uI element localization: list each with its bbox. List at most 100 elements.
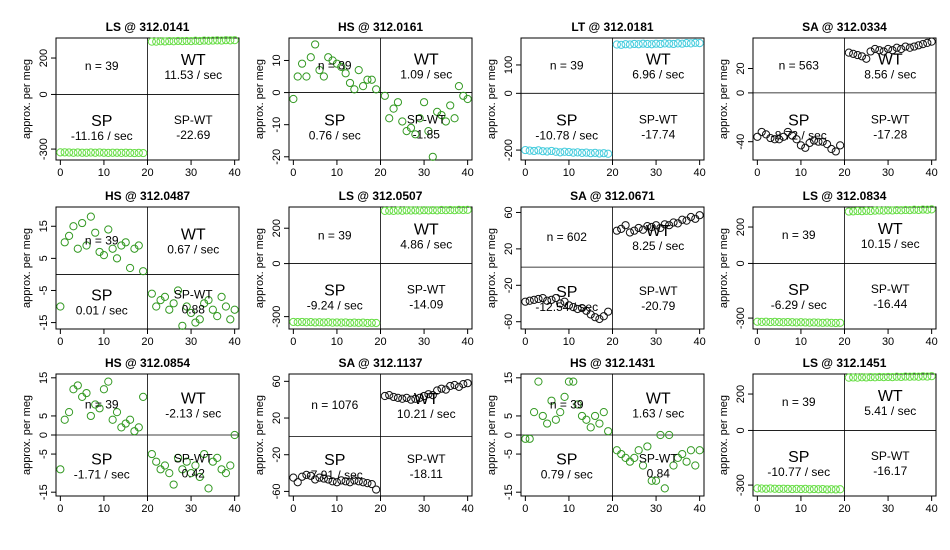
data-point-wt [437, 384, 446, 393]
wt-label: WT [878, 388, 903, 405]
data-point-sp [757, 317, 766, 326]
data-point-sp [521, 297, 530, 306]
data-point-wt [892, 43, 901, 52]
sp-rate: -8.72 / sec [771, 128, 827, 142]
sp-rate: 0.79 / sec [541, 468, 593, 482]
data-point-sp [69, 148, 78, 157]
data-point-wt [875, 372, 884, 382]
spwt-value: -1.85 [413, 127, 441, 141]
data-point-sp [324, 475, 333, 484]
data-point-wt [213, 36, 222, 45]
x-tick-label: 0 [290, 167, 296, 179]
data-point-sp [551, 147, 560, 156]
data-point-sp [108, 148, 117, 157]
x-tick-label: 30 [882, 503, 894, 515]
data-point-wt [173, 453, 183, 462]
data-point-wt [230, 430, 239, 440]
data-point-wt [208, 305, 217, 314]
panel-title: LS @ 312.0141 [106, 20, 190, 34]
x-tick-label: 30 [185, 503, 197, 515]
y-tick-label: 0 [271, 90, 283, 96]
data-point-sp [814, 137, 823, 146]
x-tick-label: 40 [694, 167, 706, 179]
spwt-label: SP-WT [871, 112, 910, 126]
wt-rate: 8.25 / sec [632, 239, 684, 253]
data-point-wt [888, 46, 897, 55]
data-point-sp [134, 148, 143, 157]
data-point-wt [695, 211, 704, 220]
data-point-wt [406, 395, 416, 404]
spwt-label: SP-WT [871, 449, 910, 463]
data-point-wt [217, 36, 226, 45]
data-point-wt [883, 372, 893, 382]
x-tick-label: 10 [563, 167, 575, 179]
data-point-wt [844, 373, 853, 382]
data-point-wt [411, 130, 420, 139]
data-point-sp [551, 415, 560, 424]
y-tick-label: 0 [38, 432, 50, 438]
data-point-sp [293, 318, 302, 327]
data-point-sp [60, 238, 69, 247]
data-point-wt [923, 372, 932, 381]
data-point-wt [454, 205, 464, 214]
data-point-sp [753, 317, 762, 326]
panel-9: HS @ 312.0854 0 10 20 30 40 -15 -5 0 5 15 approx. p… [21, 356, 241, 515]
data-point-sp [827, 144, 836, 154]
data-point-sp [770, 484, 779, 493]
data-point-wt [617, 449, 626, 459]
data-point-sp [595, 419, 604, 428]
data-point-wt [226, 315, 235, 324]
y-tick-label: 0 [271, 261, 283, 267]
data-point-wt [169, 37, 178, 46]
data-point-wt [853, 206, 862, 216]
data-point-wt [849, 207, 858, 216]
data-point-wt [389, 392, 398, 402]
data-point-sp [311, 40, 320, 49]
data-point-wt [918, 205, 928, 214]
data-point-wt [892, 205, 901, 215]
data-point-sp [775, 484, 784, 493]
data-point-sp [367, 318, 376, 327]
data-point-sp [289, 473, 298, 482]
data-point-sp [604, 307, 613, 316]
sp-rate: -9.24 / sec [307, 298, 363, 312]
y-tick-label: -15 [38, 484, 50, 500]
data-point-wt [656, 39, 665, 49]
data-point-wt [621, 453, 630, 462]
data-point-wt [634, 446, 643, 455]
data-point-wt [669, 39, 678, 49]
data-point-wt [638, 39, 648, 48]
data-point-wt [625, 228, 635, 237]
data-point-wt [441, 206, 450, 215]
data-point-wt [682, 457, 691, 466]
x-tick-label: 30 [418, 503, 430, 515]
data-point-wt [221, 469, 231, 478]
x-tick-label: 40 [462, 336, 474, 348]
y-axis-label: approx. per meg [486, 228, 498, 308]
data-point-sp [783, 317, 792, 327]
data-point-sp [125, 415, 135, 424]
data-point-sp [831, 485, 840, 494]
data-point-wt [182, 457, 191, 466]
data-point-sp [590, 148, 600, 158]
data-point-wt [213, 312, 222, 321]
data-point-wt [152, 37, 161, 46]
y-axis-label: approx. per meg [718, 395, 730, 475]
sp-rate: 0.01 / sec [76, 304, 128, 318]
data-point-sp [358, 82, 368, 91]
data-point-sp [525, 146, 534, 155]
sample-count: n = 602 [547, 230, 588, 244]
x-tick-label: 0 [522, 167, 528, 179]
data-point-wt [888, 206, 897, 215]
data-point-wt [617, 40, 626, 49]
data-point-wt [888, 372, 897, 382]
spwt-value: -20.79 [641, 299, 675, 313]
data-point-sp [569, 148, 578, 157]
data-point-wt [897, 44, 906, 54]
data-point-sp [818, 137, 827, 146]
data-point-wt [612, 226, 621, 235]
y-tick-label: -300 [735, 474, 747, 496]
sp-label: SP [556, 113, 577, 130]
x-tick-label: 30 [185, 336, 197, 348]
sp-label: SP [324, 282, 345, 299]
